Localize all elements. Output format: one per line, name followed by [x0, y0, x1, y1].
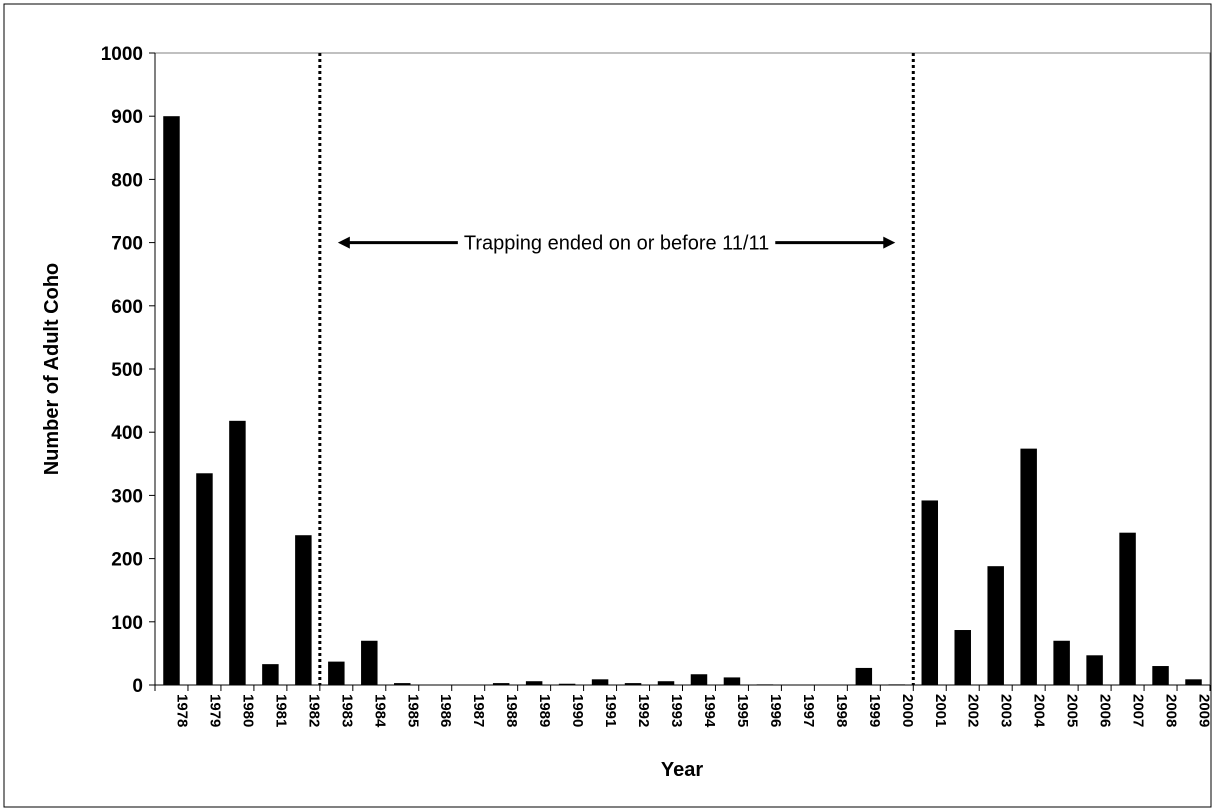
bar: [987, 566, 1004, 685]
y-tick-label: 0: [132, 676, 143, 697]
bar: [1053, 640, 1070, 685]
annotation: Trapping ended on or before 11/11: [464, 233, 769, 255]
plot-area: [154, 52, 1211, 686]
x-tick-label: 1982: [305, 694, 322, 727]
bar: [558, 683, 576, 685]
y-tick-label: 500: [111, 360, 143, 381]
bar: [954, 630, 971, 685]
y-tick-label: 700: [111, 234, 143, 255]
x-tick-label: 1989: [536, 694, 553, 727]
bar: [921, 500, 939, 685]
y-tick-label: 100: [111, 613, 143, 634]
x-tick-label: 1998: [833, 694, 850, 727]
x-tick-label: 2003: [998, 694, 1015, 727]
x-tick-label: 2004: [1031, 694, 1048, 728]
bar: [361, 640, 378, 685]
x-tick-label: 2009: [1196, 694, 1213, 727]
x-tick-label: 1981: [272, 694, 289, 727]
x-tick-label: 1996: [767, 694, 784, 727]
x-tick-label: 1979: [206, 694, 223, 727]
bar: [492, 683, 510, 685]
x-tick-label: 1983: [338, 694, 355, 727]
bar: [1185, 679, 1202, 685]
x-tick-label: 1987: [470, 694, 487, 727]
x-tick-label: 1978: [173, 694, 190, 727]
x-tick-label: 2006: [1097, 694, 1114, 727]
bar: [888, 684, 906, 685]
bar: [525, 681, 543, 685]
bar: [855, 667, 873, 685]
x-tick-label: 1980: [239, 694, 256, 727]
bar: [723, 677, 741, 685]
bar: [163, 116, 180, 685]
y-axis-label: Number of Adult Coho: [41, 263, 63, 476]
y-tick-label: 600: [111, 297, 143, 318]
bar: [1086, 655, 1103, 685]
x-tick-label: 2001: [932, 694, 949, 727]
bar: [1020, 448, 1037, 685]
x-tick-label: 1993: [668, 694, 685, 727]
x-tick-label: 1994: [701, 694, 718, 728]
x-tick-label: 2005: [1064, 694, 1081, 727]
bar: [1119, 532, 1136, 685]
bar: [295, 535, 312, 685]
bar: [394, 683, 411, 685]
x-tick-label: 1985: [404, 694, 421, 727]
frame: [3, 3, 1212, 808]
bar: [624, 683, 642, 685]
x-tick-label: 1992: [635, 694, 652, 727]
x-tick-label: 2007: [1130, 694, 1147, 727]
x-tick-label: 1991: [602, 694, 619, 727]
x-tick-label: 1995: [734, 694, 751, 727]
y-tick-label: 1000: [101, 44, 143, 65]
arrow-head: [337, 236, 350, 249]
x-axis-label: Year: [661, 759, 703, 781]
x-tick-label: 1997: [800, 694, 817, 727]
bar: [756, 684, 774, 685]
y-tick-label: 900: [111, 107, 143, 128]
x-tick-label: 1988: [503, 694, 520, 727]
x-tick-label: 2000: [899, 694, 916, 727]
bar: [196, 473, 213, 685]
x-tick-label: 2008: [1163, 694, 1180, 727]
bar: [591, 679, 609, 685]
bar: [657, 681, 675, 685]
bar: [328, 661, 345, 685]
y-tick-label: 400: [111, 423, 143, 444]
x-tick-label: 1984: [371, 694, 388, 728]
bar: [690, 674, 708, 685]
y-tick-label: 200: [111, 550, 143, 571]
x-tick-label: 1990: [569, 694, 586, 727]
x-tick-label: 2002: [965, 694, 982, 727]
x-tick-label: 1999: [866, 694, 883, 727]
x-tick-label: 1986: [437, 694, 454, 727]
y-tick-label: 300: [111, 486, 143, 507]
bar: [1152, 666, 1169, 685]
y-tick-label: 800: [111, 170, 143, 191]
bar: [229, 420, 246, 685]
arrow-head: [883, 236, 896, 249]
bar: [262, 664, 279, 685]
